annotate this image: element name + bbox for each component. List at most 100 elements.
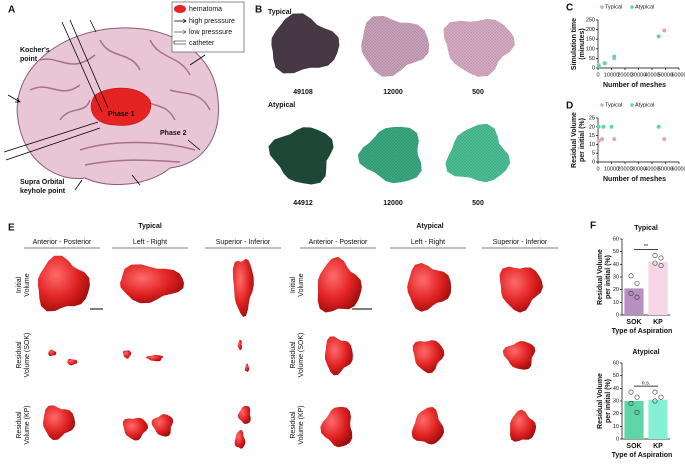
row-label: ResidualVolume (SOK) (290, 333, 305, 378)
data-point (652, 389, 658, 395)
y-tick-label: 10 (589, 142, 595, 148)
bar (624, 401, 644, 439)
legend-marker (630, 103, 634, 107)
brain-illustration (3, 1, 245, 191)
y-tick-label: 50 (589, 56, 595, 62)
mesh-label: 49108 (293, 89, 313, 96)
legend-label: high presssure (189, 18, 235, 25)
y-axis-label-line: per initial (%) (605, 255, 612, 299)
data-point (596, 64, 601, 69)
mesh-label: 500 (472, 200, 484, 207)
row-label-line: Residual (290, 411, 297, 439)
x-tick-label: KP (653, 443, 663, 450)
row-label-line: Volume (KP) (298, 405, 305, 444)
hematoma-shape (412, 340, 445, 374)
data-point (628, 290, 634, 296)
y-tick-label: 40 (613, 386, 619, 392)
data-point (658, 263, 664, 269)
x-tick-label: 30000 (631, 72, 646, 78)
panel-label: C (566, 3, 573, 14)
annotation: Phase 2 (160, 130, 187, 137)
annotation: Supra Orbital (20, 179, 64, 186)
data-point (652, 398, 658, 404)
annotation: n.s. (642, 381, 651, 387)
chart-title: Typical (634, 225, 658, 232)
y-tick-label: 60 (613, 360, 619, 366)
hematoma-shape (37, 255, 90, 312)
row-label-line: Residual (16, 341, 23, 369)
x-tick-label: SOK (626, 443, 641, 450)
hematoma-shape (145, 355, 164, 362)
legend-label: Typical (605, 102, 622, 108)
panel-label: A (8, 5, 15, 16)
x-tick-label: 60000 (671, 166, 685, 172)
mesh-overlay (445, 123, 511, 183)
mesh-label: 500 (472, 89, 484, 96)
row-label-line: Initial (290, 276, 297, 293)
y-axis-label-line: Residual Volume (597, 249, 604, 305)
y-tick-label: 0 (592, 65, 595, 71)
panel-label: B (255, 5, 262, 16)
figure-text: A B C D E F hematoma high presssure low … (8, 3, 596, 234)
mesh-overlay (271, 13, 340, 74)
chart-title: Atypical (632, 349, 659, 356)
data-point (609, 124, 614, 129)
panel-label: F (590, 221, 596, 232)
hematoma-shape (407, 263, 452, 312)
annotation: Kocher's (20, 47, 50, 54)
y-tick-label: 40 (613, 262, 619, 268)
data-point (596, 138, 601, 143)
mesh-overlay (361, 16, 430, 77)
hematoma-shape (151, 414, 174, 437)
data-point (612, 54, 617, 59)
row-label: ResidualVolume (SOK) (16, 333, 31, 378)
data-point (634, 409, 640, 415)
hematoma-shape (237, 340, 242, 350)
bar (624, 288, 644, 315)
panel-label: E (8, 223, 15, 234)
y-tick-label: 0 (592, 159, 595, 165)
row-label: Atypical (268, 102, 295, 109)
hematoma-shape (123, 350, 132, 359)
bar (648, 399, 668, 439)
mesh-overlay (443, 18, 515, 77)
y-axis-label-line: Residual Volume (571, 112, 578, 168)
data-point (658, 394, 664, 400)
row-label-line: Volume (SOK) (298, 333, 305, 378)
row-label: InitialVolume (16, 273, 31, 296)
data-point (662, 28, 667, 33)
mesh-label: 12000 (383, 200, 403, 207)
row-label-line: Volume (KP) (24, 405, 31, 444)
data-point (628, 273, 634, 279)
hematoma-shape (324, 336, 353, 376)
x-tick-label: 40000 (644, 166, 659, 172)
x-tick-label: 10000 (604, 72, 619, 78)
row-label-line: Residual (16, 411, 23, 439)
hematoma-shape (244, 363, 250, 372)
y-tick-label: 0 (616, 436, 619, 442)
y-tick-label: 50 (613, 249, 619, 255)
bar (648, 261, 668, 315)
view-header: Anterior - Posterior (33, 239, 92, 246)
data-point (634, 294, 640, 300)
view-header: Superior - Inferior (216, 239, 271, 246)
legend-label: catheter (189, 40, 215, 47)
data-point (656, 124, 661, 129)
y-axis-label: Simulation time(minutes) (571, 18, 586, 70)
hematoma-shape (499, 266, 543, 313)
data-point (634, 394, 640, 400)
x-tick-label: 10000 (604, 166, 619, 172)
panel-label: D (566, 101, 573, 112)
y-tick-label: 150 (586, 37, 595, 43)
x-tick-label: SOK (626, 319, 641, 326)
x-tick-label: 60000 (671, 72, 685, 78)
row-label-line: Residual (290, 341, 297, 369)
hematoma-shape (48, 349, 57, 356)
data-point (601, 124, 606, 129)
y-axis-label: Residual Volumeper initial (%) (571, 112, 586, 168)
row-label-line: Volume (298, 273, 305, 296)
x-tick-label: KP (653, 319, 663, 326)
x-axis-label: Number of meshes (603, 176, 666, 183)
row-label: Typical (268, 9, 292, 16)
